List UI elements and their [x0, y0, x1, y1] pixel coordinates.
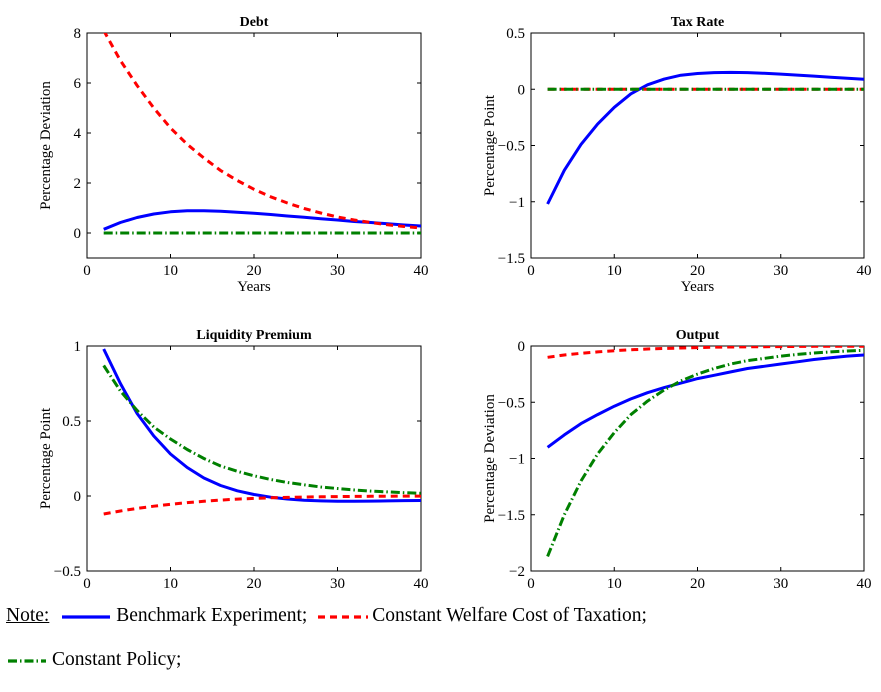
y-tick-label: −0.5 [498, 139, 525, 155]
x-axis-label: Years [681, 279, 715, 295]
y-tick-label: 0.5 [506, 26, 525, 42]
legend-row-1: Note: Benchmark Experiment; Constant Wel… [6, 594, 881, 638]
y-tick-label: −1 [509, 195, 525, 211]
y-axis-label: Percentage Point [38, 407, 54, 509]
y-tick-label: −1 [509, 452, 525, 468]
panel-1: 0 10 20 30 40 0 2 4 6 8 Debt Years Percentage Deviat… [38, 15, 429, 295]
x-tick-label: 40 [414, 576, 429, 592]
x-tick-label: 40 [414, 263, 429, 279]
x-axis-label: Years [681, 592, 715, 594]
legend-swatch-welfare [318, 614, 369, 619]
series-line-constant [102, 364, 421, 495]
x-tick-label: 30 [330, 263, 345, 279]
y-tick-label: 0 [518, 82, 526, 98]
legend-swatch-benchmark [62, 614, 111, 619]
legend-label-benchmark: Benchmark Experiment; [116, 605, 308, 626]
chart-title: Tax Rate [671, 15, 725, 30]
series-line-benchmark [103, 209, 421, 231]
x-tick-label: 10 [163, 263, 178, 279]
x-tick-label: 0 [83, 576, 91, 592]
series-line-welfare [547, 346, 864, 359]
panel-4: 0 10 20 30 40 −2 −1.5 −1 −0.5 0 Output Years Percent… [482, 328, 872, 594]
legend-label-welfare: Constant Welfare Cost of Taxation; [372, 605, 647, 626]
y-tick-label: −0.5 [54, 564, 81, 580]
series-line-welfare [103, 33, 421, 230]
panel-2: 0 10 20 30 40 −1.5 −1 −0.5 0 0.5 Tax Rate Years Perc… [482, 15, 872, 295]
y-tick-label: 8 [74, 26, 82, 42]
y-tick-label: 0 [74, 226, 82, 242]
series-line-constant [546, 348, 864, 557]
y-tick-label: −1.5 [498, 508, 525, 524]
y-tick-label: 0 [518, 339, 526, 355]
plot-frame [86, 32, 422, 259]
x-tick-label: 30 [773, 263, 788, 279]
x-tick-label: 30 [773, 576, 788, 592]
y-tick-label: −0.5 [498, 395, 525, 411]
x-tick-label: 20 [247, 576, 262, 592]
series-line-benchmark [546, 70, 864, 205]
series-line-benchmark [546, 353, 864, 449]
y-tick-label: 1 [74, 339, 82, 355]
x-tick-label: 40 [857, 576, 872, 592]
chart-title: Output [676, 328, 720, 343]
y-tick-label: 2 [74, 176, 82, 192]
legend-label-constant: Constant Policy; [52, 649, 182, 670]
x-tick-label: 0 [527, 576, 535, 592]
y-tick-label: 0 [74, 489, 82, 505]
legend: Note: Benchmark Experiment; Constant Wel… [6, 594, 881, 682]
y-tick-label: −1.5 [498, 251, 525, 267]
y-tick-label: 6 [74, 76, 82, 92]
x-tick-label: 40 [857, 263, 872, 279]
y-tick-label: 0.5 [62, 414, 81, 430]
x-tick-label: 10 [607, 263, 622, 279]
x-tick-label: 20 [247, 263, 262, 279]
chart-title: Liquidity Premium [196, 328, 312, 343]
x-tick-label: 20 [690, 576, 705, 592]
legend-swatch-constant [8, 658, 46, 663]
x-tick-label: 20 [690, 263, 705, 279]
x-tick-label: 0 [527, 263, 535, 279]
series-line-welfare [103, 494, 421, 516]
x-axis-label: Years [237, 279, 271, 295]
y-axis-label: Percentage Point [482, 94, 498, 196]
x-tick-label: 0 [83, 263, 91, 279]
y-axis-label: Percentage Deviation [482, 394, 498, 523]
y-axis-label: Percentage Deviation [38, 81, 54, 210]
legend-row-2: Constant Policy; [6, 638, 881, 682]
y-tick-label: 4 [74, 126, 82, 142]
chart-title: Debt [240, 15, 269, 30]
x-tick-label: 10 [607, 576, 622, 592]
x-tick-label: 10 [163, 576, 178, 592]
legend-note: Note: [6, 605, 50, 626]
plot-frame [86, 345, 422, 572]
x-axis-label: Years [237, 592, 271, 594]
y-tick-label: −2 [509, 564, 525, 580]
x-tick-label: 30 [330, 576, 345, 592]
series-line-benchmark [102, 348, 421, 503]
